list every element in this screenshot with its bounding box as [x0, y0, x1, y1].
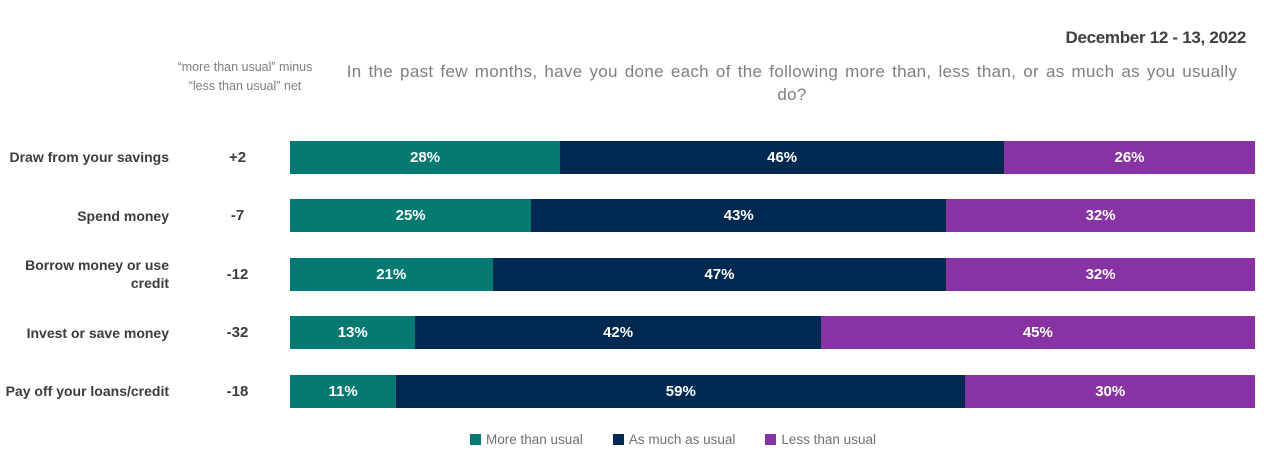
bar-value-label: 47% — [704, 265, 735, 283]
legend-item: Less than usual — [765, 432, 876, 447]
net-value: -32 — [226, 324, 249, 342]
bar-track: 21% 47% 32% — [290, 257, 1255, 291]
net-column-header: “more than usual” minus “less than usual… — [177, 60, 313, 93]
net-value: -7 — [230, 207, 245, 225]
bar-segment-as-much-as-usual: 42% — [415, 316, 821, 350]
table-row: Borrow money or use credit -12 21% 47% 32% — [0, 245, 1276, 304]
bar-segment-less-than-usual: 26% — [1004, 140, 1255, 174]
table-row: Pay off your loans/credit -18 11% 59% 30% — [0, 362, 1276, 421]
table-row: Invest or save money -32 13% 42% 45% — [0, 304, 1276, 363]
bar-segment-as-much-as-usual: 46% — [560, 140, 1005, 174]
bar-value-label: 25% — [395, 207, 426, 225]
bar-rows: Draw from your savings +2 28% 46% 26% Spend m… — [0, 128, 1276, 421]
bar-segment-more-than-usual: 21% — [290, 257, 493, 291]
bar-value-label: 13% — [337, 324, 368, 342]
net-value: -18 — [226, 382, 249, 400]
bar-value-label: 46% — [767, 148, 798, 166]
chart-title: In the past few months, have you done ea… — [346, 62, 1238, 104]
bar-value-label: 11% — [328, 382, 358, 400]
bar-segment-more-than-usual: 28% — [290, 140, 561, 174]
legend-swatch — [470, 434, 482, 445]
legend-label: As much as usual — [628, 432, 736, 447]
legend-swatch — [612, 434, 624, 445]
date-label: December 12 - 13, 2022 — [1065, 28, 1246, 47]
bar-value-label: 43% — [723, 207, 754, 225]
category-label: Pay off your loans/credit — [5, 383, 169, 400]
bar-value-label: 21% — [376, 265, 407, 283]
bar-value-label: 32% — [1085, 207, 1116, 225]
chart-header: “more than usual” minus “less than usual… — [0, 58, 1276, 106]
category-label: Borrow money or use credit — [25, 257, 169, 292]
bar-track: 11% 59% 30% — [290, 374, 1255, 408]
bar-value-label: 26% — [1114, 148, 1145, 166]
bar-track: 28% 46% 26% — [290, 140, 1255, 174]
bar-segment-less-than-usual: 32% — [946, 199, 1255, 233]
legend-label: More than usual — [486, 432, 583, 447]
bar-segment-more-than-usual: 25% — [290, 199, 532, 233]
legend-item: As much as usual — [612, 432, 736, 447]
category-label: Invest or save money — [26, 324, 169, 341]
legend-label: Less than usual — [781, 432, 876, 447]
legend-item: More than usual — [470, 432, 583, 447]
category-label: Draw from your savings — [9, 149, 170, 166]
table-row: Spend money -7 25% 43% 32% — [0, 187, 1276, 246]
bar-segment-more-than-usual: 11% — [290, 374, 397, 408]
table-row: Draw from your savings +2 28% 46% 26% — [0, 128, 1276, 187]
legend-swatch — [765, 434, 777, 445]
bar-value-label: 30% — [1095, 382, 1126, 400]
net-value: -12 — [226, 265, 249, 283]
net-value: +2 — [228, 148, 247, 166]
bar-segment-less-than-usual: 30% — [965, 374, 1255, 408]
bar-segment-as-much-as-usual: 59% — [396, 374, 966, 408]
bar-value-label: 45% — [1022, 324, 1053, 342]
bar-track: 25% 43% 32% — [290, 199, 1255, 233]
bar-segment-less-than-usual: 45% — [820, 316, 1255, 350]
category-label: Spend money — [77, 207, 169, 224]
bar-value-label: 59% — [665, 382, 696, 400]
bar-track: 13% 42% 45% — [290, 316, 1255, 350]
bar-segment-less-than-usual: 32% — [946, 257, 1255, 291]
bar-value-label: 28% — [410, 148, 441, 166]
bar-segment-as-much-as-usual: 43% — [531, 199, 947, 233]
bar-value-label: 42% — [603, 324, 634, 342]
bar-value-label: 32% — [1085, 265, 1116, 283]
bar-segment-as-much-as-usual: 47% — [492, 257, 947, 291]
legend: More than usual As much as usual Less than… — [0, 432, 1276, 447]
bar-segment-more-than-usual: 13% — [290, 316, 416, 350]
